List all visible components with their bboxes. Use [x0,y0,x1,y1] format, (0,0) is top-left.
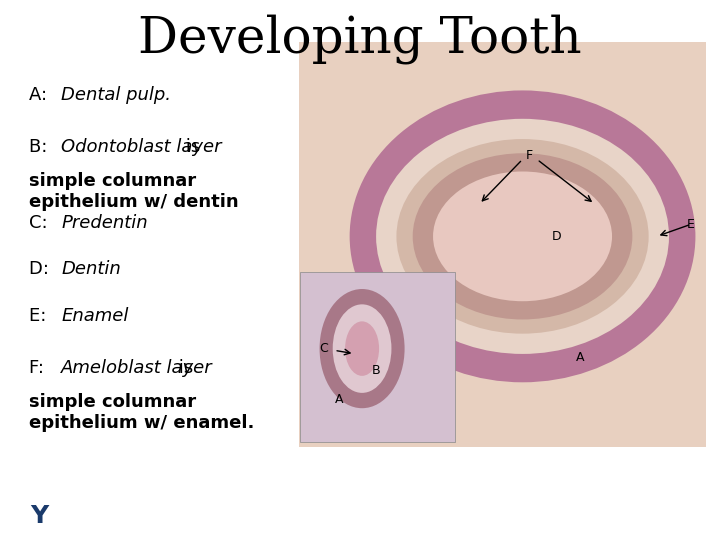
FancyBboxPatch shape [300,272,455,442]
Ellipse shape [397,139,649,334]
Text: C:: C: [29,214,53,232]
Text: Dentin: Dentin [61,260,121,279]
Ellipse shape [376,119,669,354]
Text: Enamel: Enamel [61,307,129,325]
Text: B: B [372,364,381,377]
Ellipse shape [350,90,696,382]
Text: C: C [319,342,328,355]
Text: A: A [576,352,585,365]
Text: is: is [180,138,200,156]
Text: D:: D: [29,260,55,279]
Ellipse shape [333,305,392,393]
Text: Ameloblast layer: Ameloblast layer [61,359,213,377]
Ellipse shape [345,321,379,376]
Ellipse shape [320,289,405,408]
Text: Dental pulp.: Dental pulp. [61,86,171,104]
Ellipse shape [433,172,612,301]
Text: B:: B: [29,138,53,156]
Text: D: D [552,230,561,243]
Text: Y: Y [30,504,49,528]
Ellipse shape [413,153,632,320]
Text: F: F [526,149,534,162]
Text: A: A [335,393,343,406]
FancyBboxPatch shape [299,42,706,447]
Text: Developing Tooth: Developing Tooth [138,15,582,64]
FancyBboxPatch shape [299,42,706,447]
Text: simple columnar
epithelium w/ dentin: simple columnar epithelium w/ dentin [29,172,238,211]
Text: E: E [687,218,695,231]
Circle shape [0,499,292,532]
Text: PDBio 325 | Tissue Biology: PDBio 325 | Tissue Biology [402,505,698,526]
Text: Predentin: Predentin [61,214,148,232]
Text: is: is [173,359,193,377]
Text: simple columnar
epithelium w/ enamel.: simple columnar epithelium w/ enamel. [29,393,254,432]
Text: A:: A: [29,86,53,104]
Text: Odontoblast layer: Odontoblast layer [61,138,222,156]
Text: F:: F: [29,359,50,377]
Text: E:: E: [29,307,52,325]
